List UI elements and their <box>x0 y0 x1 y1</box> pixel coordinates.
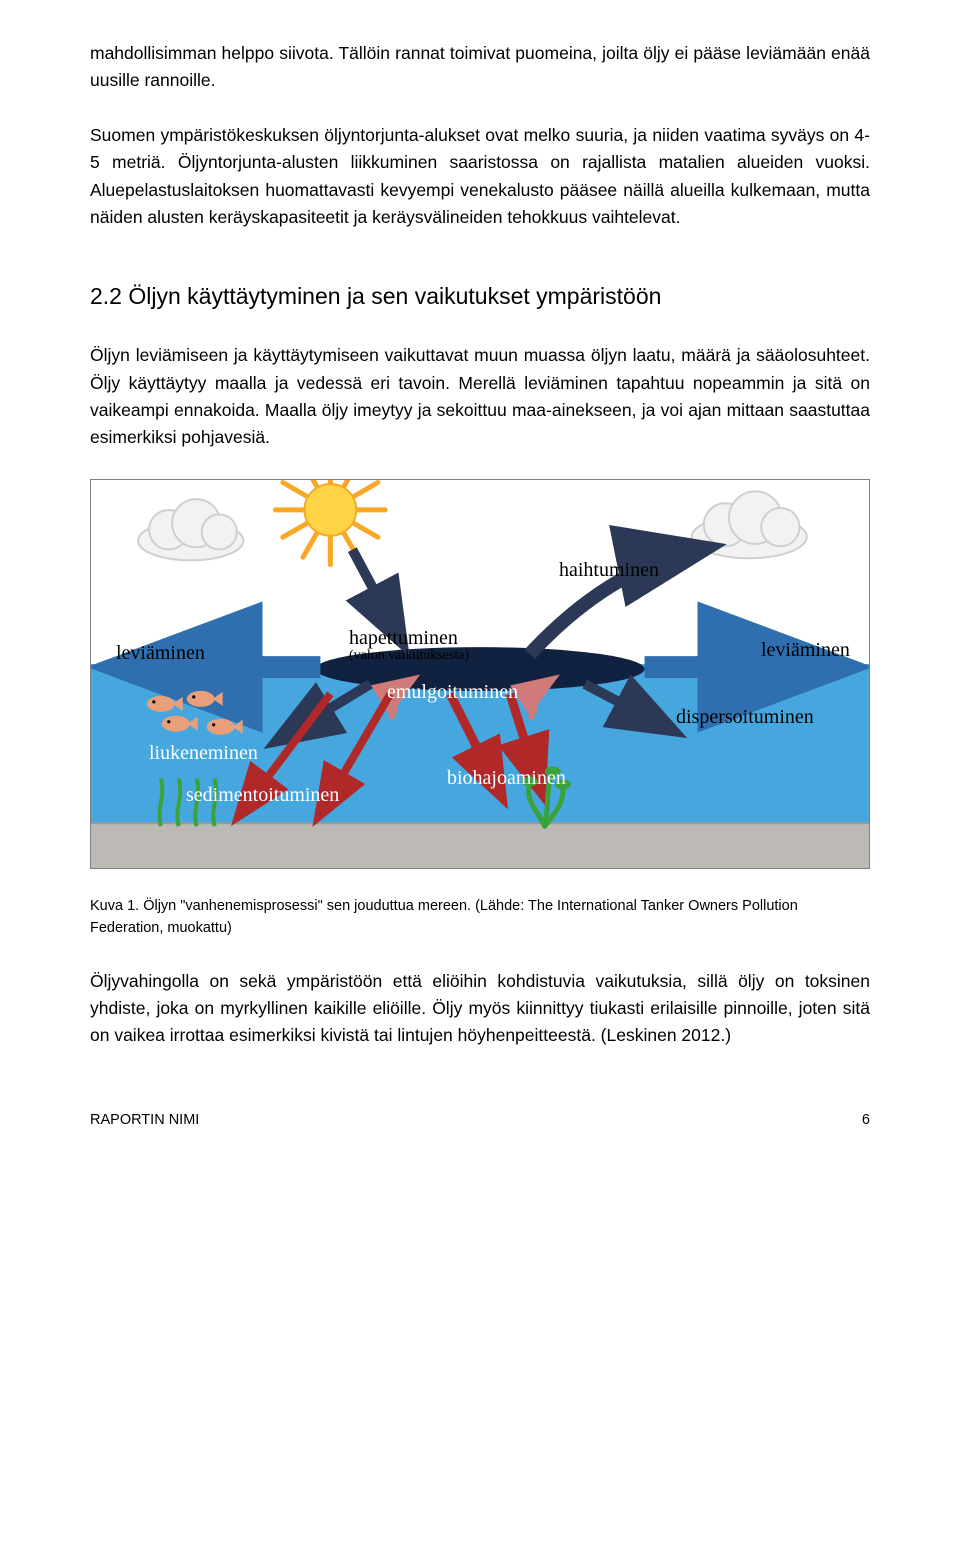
label-biohajoaminen: biohajoaminen <box>447 763 566 794</box>
label-haihtuminen: haihtuminen <box>559 555 659 586</box>
label-sedimentoituminen: sedimentoituminen <box>186 780 339 811</box>
paragraph-4: Öljyvahingolla on sekä ympäristöön että … <box>90 968 870 1049</box>
page-footer: RAPORTIN NIMI 6 <box>90 1109 870 1131</box>
label-dispersoituminen: dispersoituminen <box>676 702 814 733</box>
figure-caption: Kuva 1. Öljyn "vanhenemisprosessi" sen j… <box>90 895 870 940</box>
label-liukeneminen: liukeneminen <box>149 738 258 769</box>
oil-weathering-diagram: haihtuminen leviäminen leviäminen hapett… <box>90 479 870 869</box>
label-leviaminen-right: leviäminen <box>761 635 850 666</box>
label-emulgoituminen: emulgoituminen <box>387 677 518 708</box>
paragraph-2: Suomen ympäristökeskuksen öljyntorjunta-… <box>90 122 870 231</box>
label-leviaminen-left: leviäminen <box>116 638 205 669</box>
paragraph-1: mahdollisimman helppo siivota. Tällöin r… <box>90 40 870 94</box>
footer-page-number: 6 <box>862 1109 870 1131</box>
paragraph-3: Öljyn leviämiseen ja käyttäytymiseen vai… <box>90 342 870 451</box>
label-hapettuminen-sub: (valon vaikutuksesta) <box>349 645 469 667</box>
section-heading: 2.2 Öljyn käyttäytyminen ja sen vaikutuk… <box>90 279 870 315</box>
footer-report-name: RAPORTIN NIMI <box>90 1109 199 1131</box>
